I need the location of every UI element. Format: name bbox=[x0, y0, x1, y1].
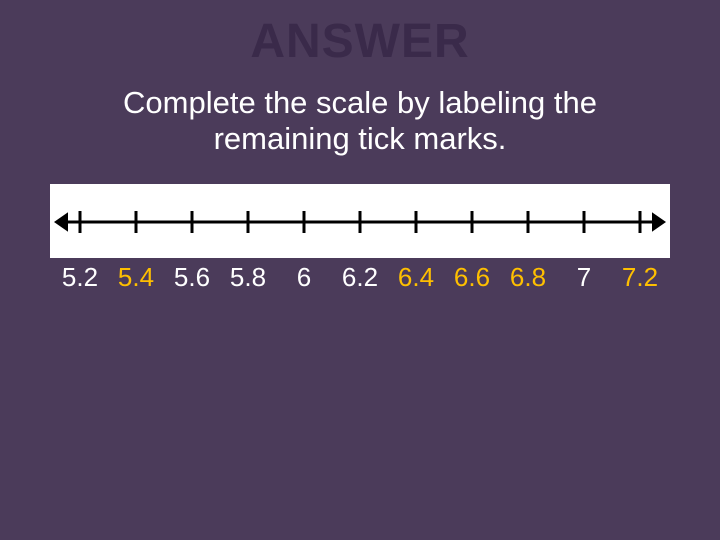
prompt-line-1: Complete the scale by labeling the bbox=[123, 85, 597, 120]
tick-label: 6.4 bbox=[398, 262, 434, 293]
tick-label: 5.4 bbox=[118, 262, 154, 293]
prompt-line-2: remaining tick marks. bbox=[214, 121, 507, 156]
answer-title: ANSWER bbox=[0, 0, 720, 69]
tick-labels-row: 5.2 5.4 5.6 5.8 6 6.2 6.4 6.6 6.8 7 7.2 bbox=[50, 262, 670, 302]
tick-label: 5.8 bbox=[230, 262, 266, 293]
slide: ANSWER Complete the scale by labeling th… bbox=[0, 0, 720, 540]
tick-label: 6 bbox=[297, 262, 311, 293]
numberline-container bbox=[50, 184, 670, 258]
tick-label: 7 bbox=[577, 262, 591, 293]
tick-label: 6.8 bbox=[510, 262, 546, 293]
tick-label: 5.6 bbox=[174, 262, 210, 293]
tick-label: 5.2 bbox=[62, 262, 98, 293]
numberline-svg bbox=[54, 194, 666, 250]
tick-label: 6.2 bbox=[342, 262, 378, 293]
tick-label: 6.6 bbox=[454, 262, 490, 293]
prompt-text: Complete the scale by labeling the remai… bbox=[0, 85, 720, 156]
tick-label: 7.2 bbox=[622, 262, 658, 293]
